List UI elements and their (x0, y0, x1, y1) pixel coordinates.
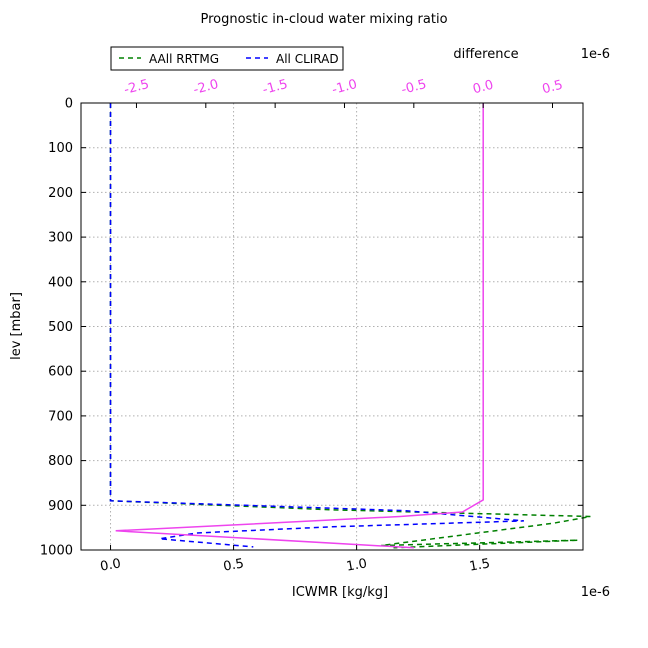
x-offset-label: 1e-6 (581, 585, 610, 600)
series-line-difference (115, 103, 484, 549)
x-axis-label: ICWMR [kg/kg] (292, 585, 388, 600)
x-axis-bottom: 0.0 0.5 1.0 1.5 (99, 545, 491, 575)
top-tick-label: -1.0 (330, 77, 358, 98)
x-tick-label: 1.0 (345, 556, 368, 574)
y-tick-label: 0 (65, 97, 73, 112)
y-tick-label: 1000 (40, 544, 73, 559)
top-axis-label: difference (453, 47, 518, 62)
y-tick-label: 300 (48, 231, 73, 246)
top-tick-label: -0.5 (400, 77, 428, 98)
legend-label-rrtmg: AAll RRTMG (149, 52, 219, 66)
y-tick-label: 600 (48, 365, 73, 380)
x-axis-top: -2.5 -2.0 -1.5 -1.0 -0.5 0.0 0.5 (122, 77, 565, 108)
y-axis: 0 100 200 300 400 500 600 700 800 900 1000 (40, 97, 583, 559)
y-axis-label: lev [mbar] (9, 292, 24, 360)
x-tick-label: 0.0 (99, 556, 122, 574)
top-tick-label: -2.0 (192, 77, 220, 98)
legend-label-clirad: All CLIRAD (276, 52, 339, 66)
y-tick-label: 400 (48, 275, 73, 290)
y-tick-label: 800 (48, 454, 73, 469)
chart-title: Prognostic in-cloud water mixing ratio (200, 12, 447, 27)
x-tick-label: 1.5 (468, 556, 491, 574)
series-layer (109, 103, 591, 549)
legend-frame (110, 46, 344, 71)
top-tick-label: -2.5 (122, 77, 150, 98)
y-tick-label: 900 (48, 499, 73, 514)
top-tick-label: 0.5 (541, 78, 565, 98)
top-tick-label: -1.5 (261, 77, 289, 98)
y-tick-label: 200 (48, 186, 73, 201)
top-offset-label: 1e-6 (581, 47, 610, 62)
y-tick-label: 100 (48, 141, 73, 156)
series-line-clirad (109, 103, 524, 548)
x-tick-label: 0.5 (222, 556, 245, 574)
top-tick-label: 0.0 (471, 78, 495, 98)
legend: AAll RRTMG All CLIRAD (110, 46, 344, 71)
y-tick-label: 500 (48, 320, 73, 335)
y-tick-label: 700 (48, 409, 73, 424)
